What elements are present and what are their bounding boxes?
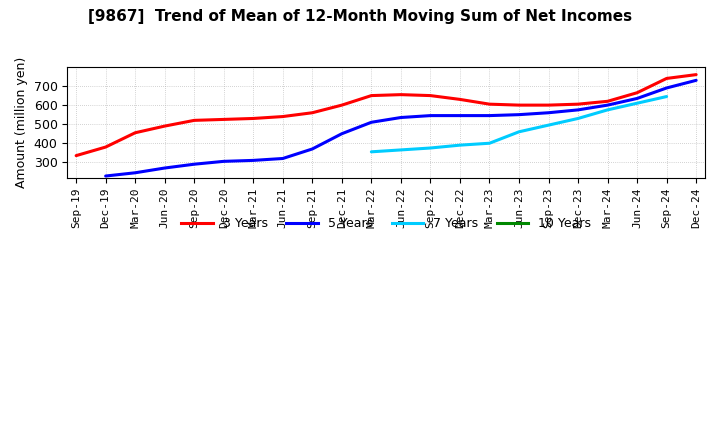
Text: [9867]  Trend of Mean of 12-Month Moving Sum of Net Incomes: [9867] Trend of Mean of 12-Month Moving … xyxy=(88,9,632,24)
Y-axis label: Amount (million yen): Amount (million yen) xyxy=(15,57,28,188)
Legend: 3 Years, 5 Years, 7 Years, 10 Years: 3 Years, 5 Years, 7 Years, 10 Years xyxy=(176,213,596,235)
